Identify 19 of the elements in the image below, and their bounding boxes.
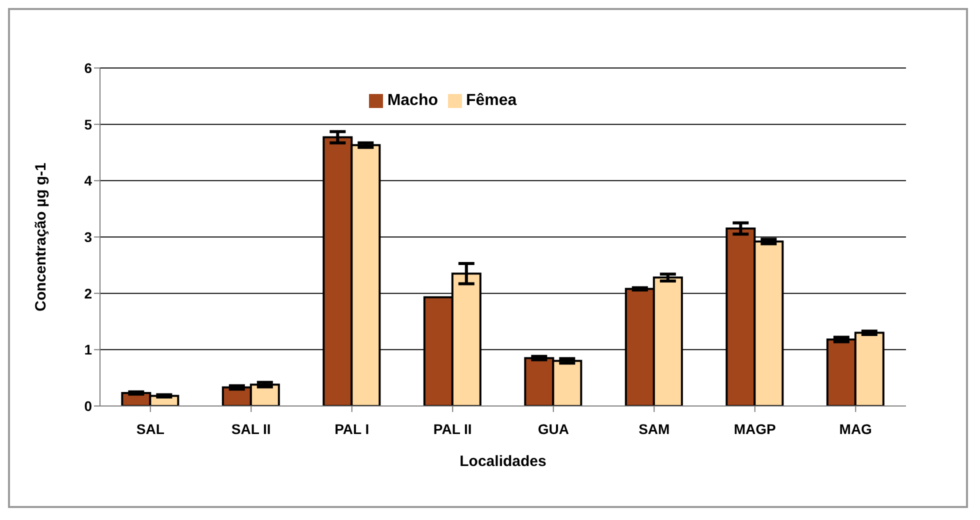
y-tick-label: 4 bbox=[84, 172, 92, 189]
y-tick-label: 5 bbox=[84, 116, 92, 132]
y-tick-label: 0 bbox=[84, 398, 92, 414]
x-tick-label: SAL II bbox=[231, 420, 271, 437]
x-tick-label: PAL I bbox=[334, 420, 370, 437]
x-tick-label: SAM bbox=[638, 420, 670, 437]
x-tick-label: MAG bbox=[839, 420, 872, 437]
x-tick-label: GUA bbox=[538, 420, 569, 437]
y-tick-label: 1 bbox=[84, 342, 92, 358]
y-tick-label: 3 bbox=[84, 228, 92, 245]
x-axis-title: Localidades bbox=[460, 453, 546, 470]
legend-label: Fêmea bbox=[466, 92, 517, 109]
x-tick-label: SAL bbox=[136, 420, 165, 437]
legend-label: Macho bbox=[387, 92, 438, 109]
x-tick-label: PAL II bbox=[433, 420, 472, 437]
x-tick-label: MAGP bbox=[734, 420, 776, 437]
y-axis-title: Concentração µg g-1 bbox=[32, 162, 50, 312]
y-tick-label: 2 bbox=[84, 285, 92, 302]
y-tick-label: 6 bbox=[84, 60, 92, 76]
